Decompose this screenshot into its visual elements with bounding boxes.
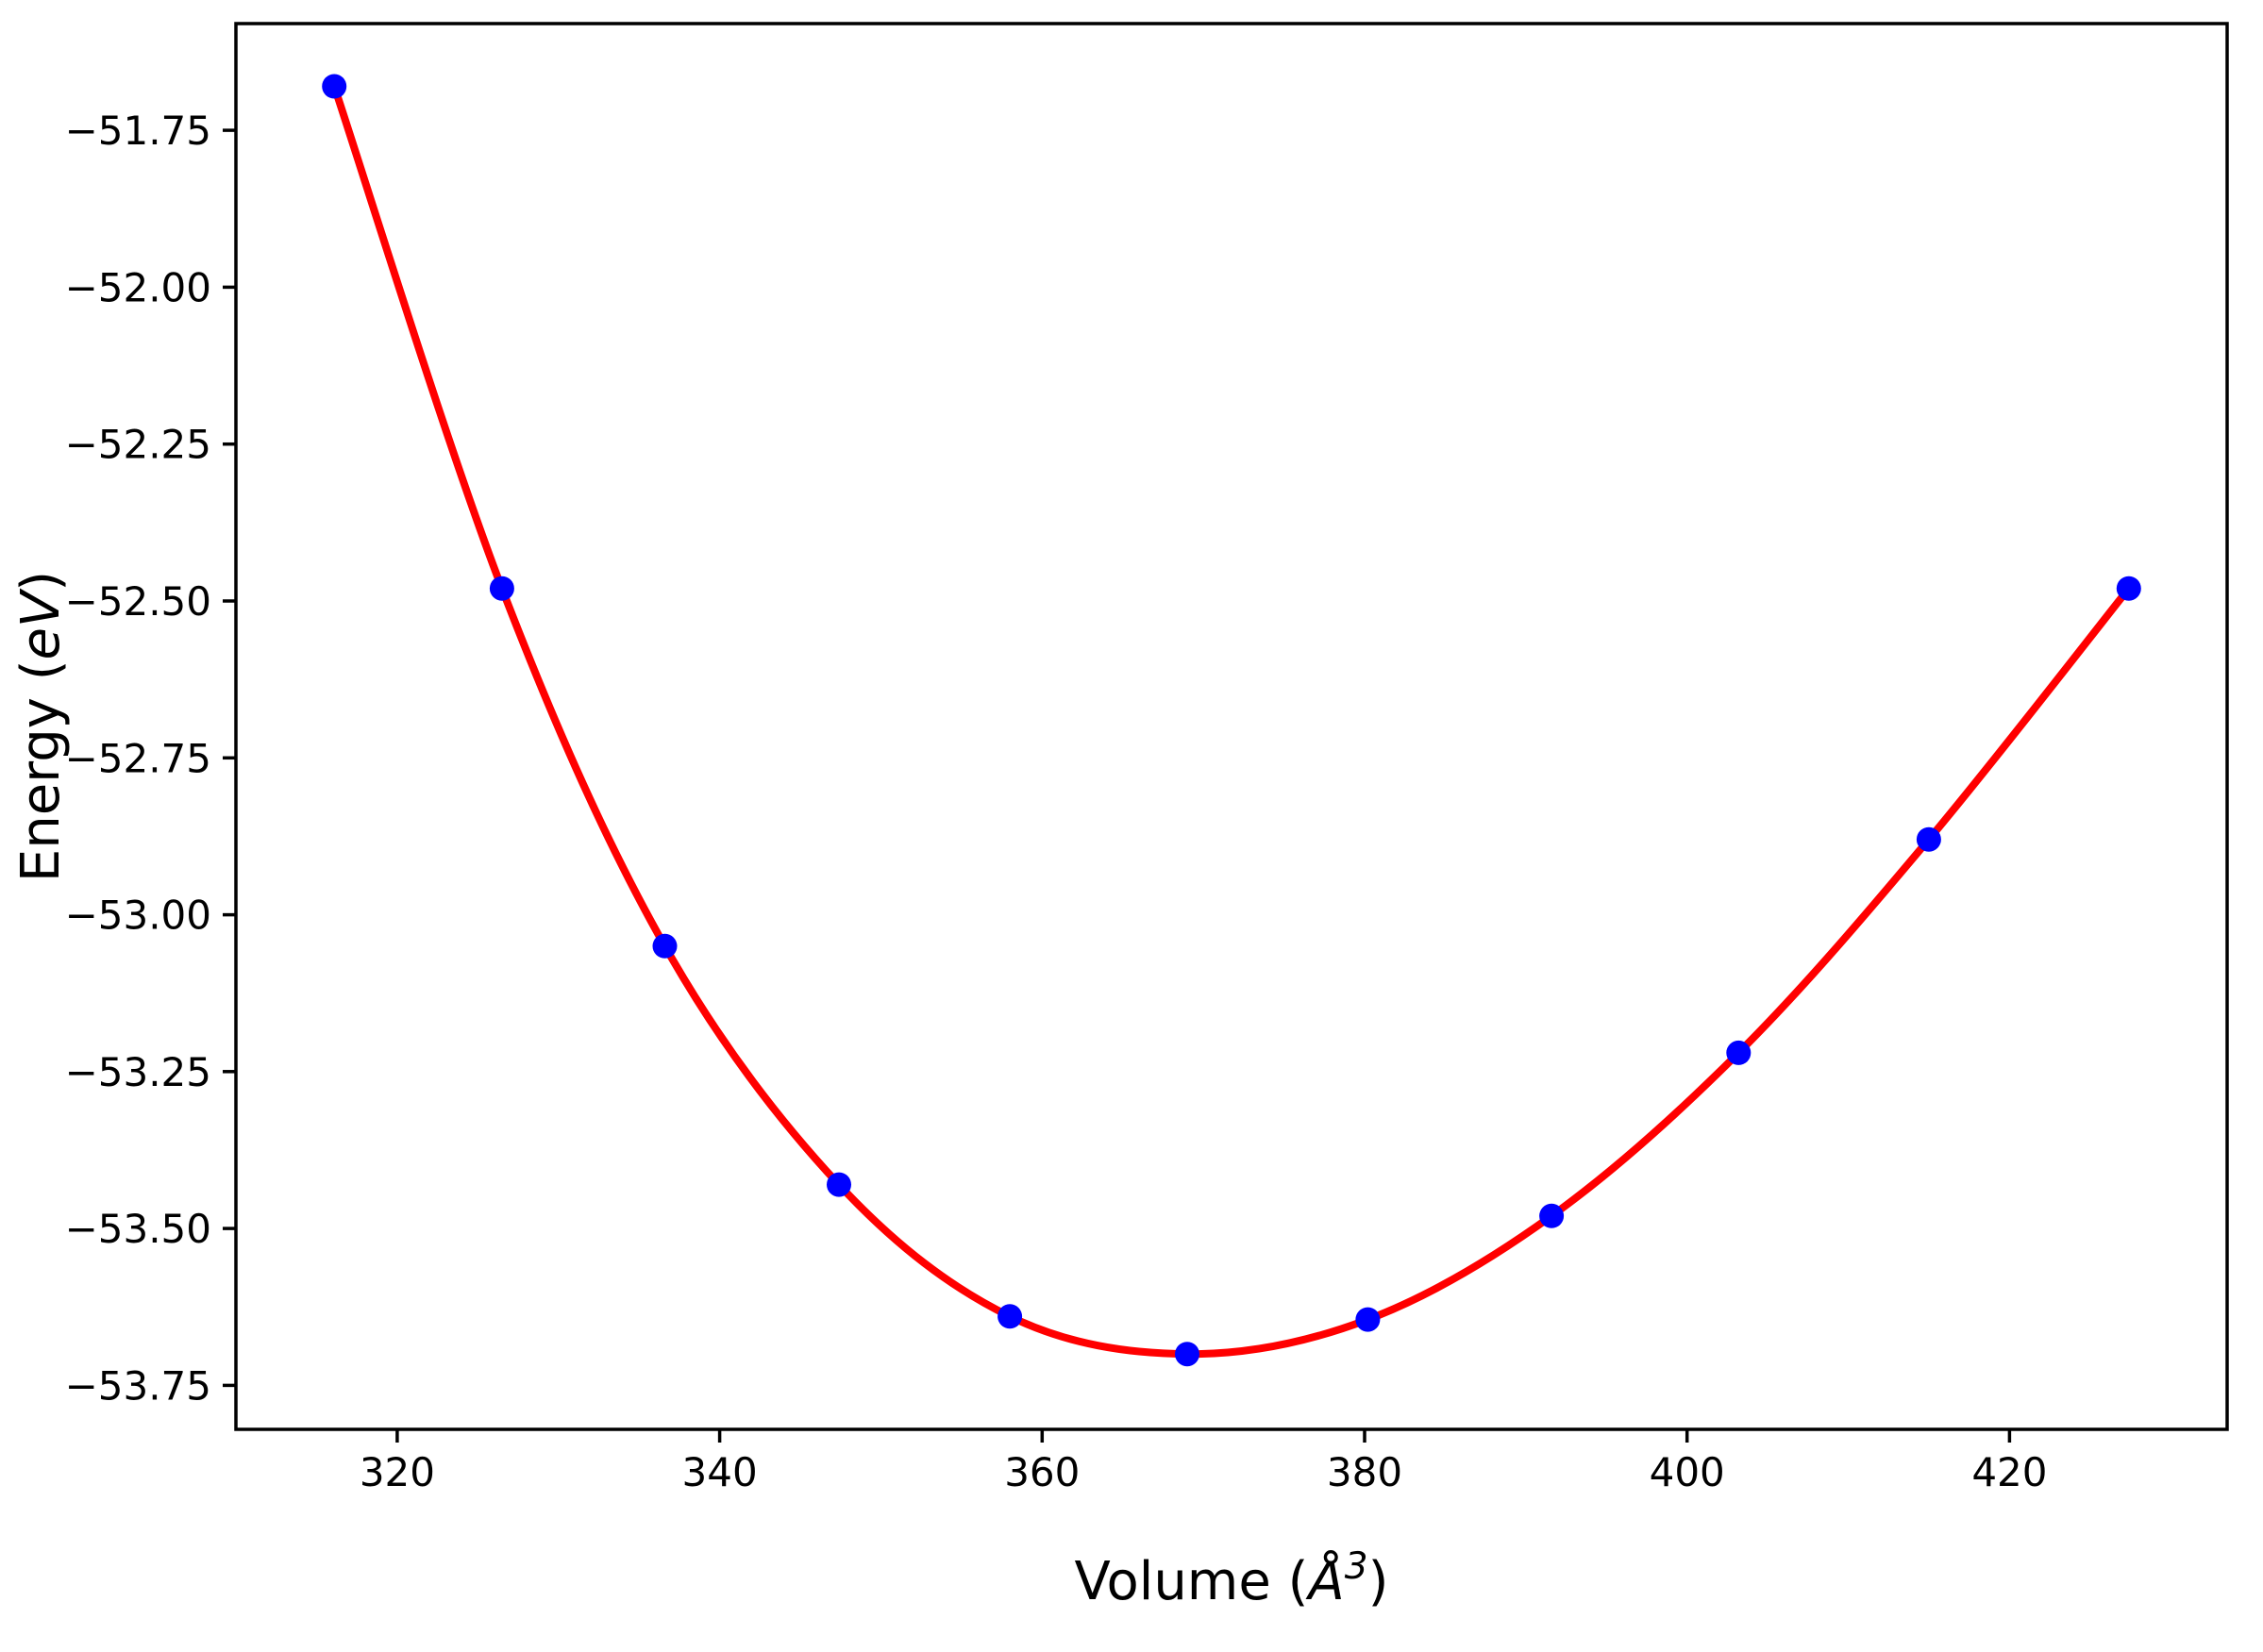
x-tick-label: 320 [360, 1449, 435, 1495]
x-tick-label: 420 [1971, 1449, 2047, 1495]
y-tick-label: −52.75 [65, 735, 211, 781]
x-tick-label: 380 [1327, 1449, 1402, 1495]
data-point [997, 1304, 1023, 1329]
y-tick-label: −52.25 [65, 422, 211, 468]
x-tick-label: 340 [682, 1449, 758, 1495]
x-tick-label: 360 [1004, 1449, 1080, 1495]
y-tick-label: −53.50 [65, 1206, 211, 1252]
y-tick-label: −53.25 [65, 1049, 211, 1095]
data-point [1539, 1203, 1565, 1228]
x-axis-ticks: 320 340 360 380 400 420 [360, 1429, 2047, 1495]
y-axis-ticks: −51.75 −52.00 −52.25 −52.50 −52.75 −53.00 −53.… [65, 108, 236, 1409]
data-points [322, 74, 2141, 1367]
y-tick-label: −52.00 [65, 264, 211, 310]
data-point [1916, 826, 1941, 852]
y-tick-label: −53.00 [65, 893, 211, 939]
plot-border [234, 22, 2229, 1431]
data-point [652, 933, 678, 959]
data-point [2116, 576, 2141, 601]
data-point [489, 576, 514, 601]
fit-curve [330, 82, 2133, 1359]
y-tick-label: −53.75 [65, 1362, 211, 1409]
data-point [1355, 1307, 1381, 1332]
y-axis-label: Energy (eV) [10, 571, 72, 882]
x-tick-label: 400 [1650, 1449, 1725, 1495]
y-tick-label: −52.50 [65, 578, 211, 625]
data-point [322, 74, 347, 99]
y-tick-label: −51.75 [65, 108, 211, 154]
data-point [827, 1172, 851, 1197]
data-point [1175, 1342, 1199, 1367]
x-axis-label: Volume (Å3) [1075, 1545, 1389, 1612]
data-point [1726, 1040, 1752, 1065]
